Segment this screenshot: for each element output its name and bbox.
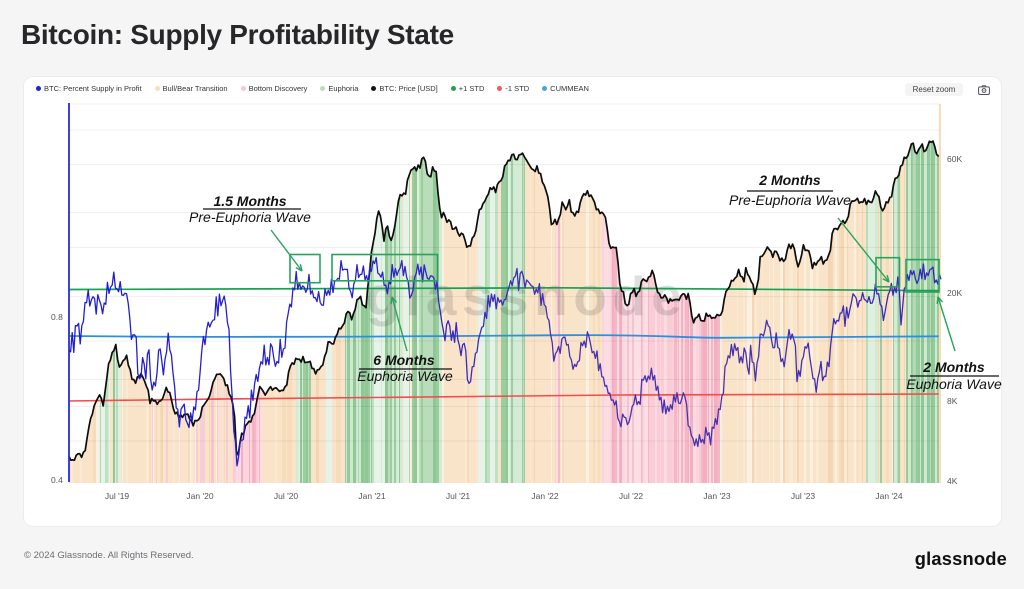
svg-text:Pre-Euphoria Wave: Pre-Euphoria Wave	[189, 209, 311, 225]
svg-text:1.5 Months: 1.5 Months	[213, 193, 286, 209]
svg-text:Euphoria Wave: Euphoria Wave	[906, 376, 1002, 392]
svg-text:Euphoria Wave: Euphoria Wave	[357, 368, 453, 384]
svg-text:6 Months: 6 Months	[373, 352, 435, 368]
svg-text:Pre-Euphoria Wave: Pre-Euphoria Wave	[729, 192, 851, 208]
svg-text:2 Months: 2 Months	[922, 359, 985, 375]
svg-text:2 Months: 2 Months	[758, 172, 821, 188]
